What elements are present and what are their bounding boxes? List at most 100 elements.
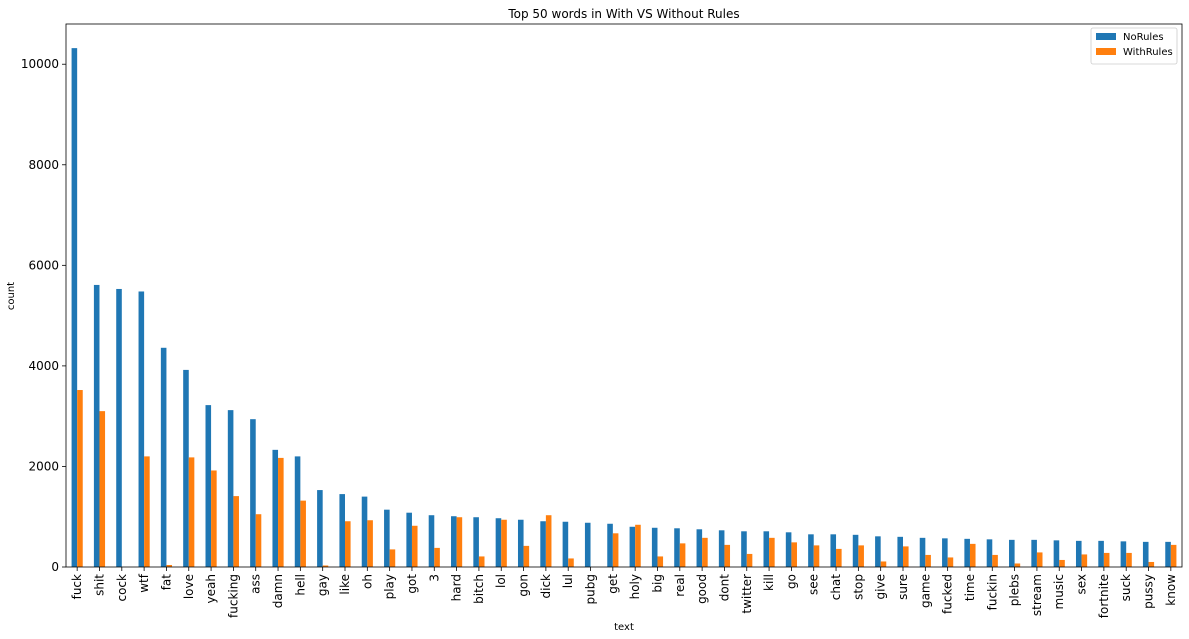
x-tick-label: suck	[1119, 574, 1133, 601]
x-tick-label: play	[383, 574, 397, 599]
bar-withrules-wtf	[144, 456, 150, 567]
x-tick-label: stream	[1030, 574, 1044, 616]
bar-withrules-see	[813, 545, 820, 567]
bar-norules-sex	[1075, 540, 1082, 567]
x-tick-label: wtf	[137, 573, 151, 593]
x-tick-label: sex	[1075, 574, 1089, 595]
bar-withrules-lol	[501, 519, 507, 567]
x-tick-label: dont	[717, 574, 731, 602]
bar-norules-3	[428, 515, 435, 567]
bar-withrules-shit	[99, 411, 106, 567]
x-tick-label: chat	[829, 574, 843, 601]
bar-withrules-hard	[456, 517, 463, 567]
x-tick-label: game	[918, 574, 932, 608]
x-tick-label: stop	[851, 574, 865, 600]
bar-withrules-love	[188, 457, 195, 567]
bar-norules-game	[919, 537, 926, 567]
bar-withrules-bitch	[478, 556, 485, 567]
bar-norules-holy	[629, 526, 636, 567]
bar-withrules-got	[411, 525, 418, 567]
bar-withrules-sex	[1081, 554, 1088, 567]
bar-norules-real	[674, 528, 680, 567]
y-tick-label: 8000	[28, 158, 59, 172]
bars-group	[71, 48, 1177, 567]
bar-norules-damn	[272, 449, 279, 567]
bar-withrules-3	[434, 547, 440, 567]
bar-norules-plebs	[1009, 539, 1015, 567]
legend-swatch-norules	[1096, 33, 1116, 40]
bar-norules-play	[384, 509, 390, 567]
bar-norules-dick	[540, 521, 546, 567]
bar-withrules-fuckin	[992, 554, 998, 567]
x-tick-label: ass	[249, 574, 263, 594]
bar-norules-love	[183, 369, 189, 567]
x-tick-label: twitter	[740, 574, 754, 614]
x-tick-label: kill	[762, 574, 776, 591]
bar-withrules-go	[791, 542, 797, 567]
bar-withrules-pussy	[1148, 561, 1155, 567]
x-tick-label: gon	[517, 574, 531, 597]
x-tick-label: fortnite	[1097, 574, 1111, 618]
bar-norules-sure	[897, 536, 903, 567]
bar-norules-fucked	[942, 538, 948, 567]
x-tick-label: pubg	[584, 574, 598, 604]
x-tick-label: big	[650, 574, 664, 593]
bar-norules-get	[607, 523, 613, 567]
bar-withrules-holy	[635, 524, 641, 567]
bar-norules-kill	[763, 531, 770, 567]
bar-withrules-music	[1059, 559, 1065, 567]
bar-norules-oh	[361, 496, 368, 567]
bar-withrules-lul	[568, 558, 574, 567]
bar-withrules-get	[612, 533, 619, 567]
bar-norules-good	[696, 529, 703, 567]
bar-norules-big	[651, 527, 658, 567]
x-tick-label: pussy	[1142, 574, 1156, 609]
bar-norules-fat	[160, 347, 167, 567]
bar-norules-wtf	[138, 291, 145, 567]
x-tick-label: go	[784, 574, 798, 589]
bar-norules-suck	[1120, 541, 1127, 567]
bar-withrules-gon	[523, 545, 530, 567]
bar-norules-hard	[451, 516, 457, 567]
x-tick-label: gay	[316, 574, 330, 596]
bar-withrules-like	[345, 521, 351, 567]
x-tick-label: fuck	[70, 574, 84, 599]
bar-withrules-fucking	[233, 496, 239, 567]
y-axis-label: count	[6, 282, 17, 310]
bar-withrules-good	[702, 537, 708, 567]
x-tick-label: music	[1052, 574, 1066, 609]
bar-norules-ass	[250, 419, 256, 567]
x-tick-label: got	[405, 574, 419, 594]
bar-norules-pubg	[584, 522, 591, 567]
bar-withrules-fat	[166, 564, 173, 567]
x-tick-label: give	[874, 574, 888, 599]
bar-norules-music	[1053, 540, 1060, 567]
y-tick-label: 4000	[28, 359, 59, 373]
bar-norules-hell	[294, 456, 301, 567]
bar-withrules-real	[679, 543, 686, 567]
x-axis: fuck shit cock wtf fat love yeah fucking ass damn…	[70, 567, 1178, 618]
bar-withrules-chat	[836, 548, 842, 567]
bar-norules-fuck	[71, 48, 78, 567]
bar-norules-see	[808, 534, 814, 567]
legend-swatch-withrules	[1096, 48, 1116, 55]
bar-norules-pussy	[1142, 541, 1149, 567]
bar-withrules-give	[880, 561, 887, 567]
bar-withrules-plebs	[1014, 563, 1021, 567]
bar-norules-chat	[830, 534, 837, 567]
bar-norules-shit	[93, 284, 100, 567]
bar-norules-know	[1165, 541, 1171, 567]
legend-label-withrules: WithRules	[1123, 47, 1173, 58]
bar-norules-time	[964, 538, 970, 567]
bar-withrules-yeah	[211, 470, 217, 567]
bar-norules-bitch	[473, 517, 479, 567]
x-tick-label: lol	[494, 574, 508, 588]
x-tick-label: bitch	[472, 574, 486, 604]
bar-norules-fortnite	[1098, 540, 1104, 567]
bar-withrules-know	[1170, 544, 1177, 567]
x-tick-label: fuckin	[985, 574, 999, 610]
bar-withrules-big	[657, 556, 664, 567]
x-tick-label: love	[182, 574, 196, 599]
x-tick-label: plebs	[1008, 574, 1022, 606]
